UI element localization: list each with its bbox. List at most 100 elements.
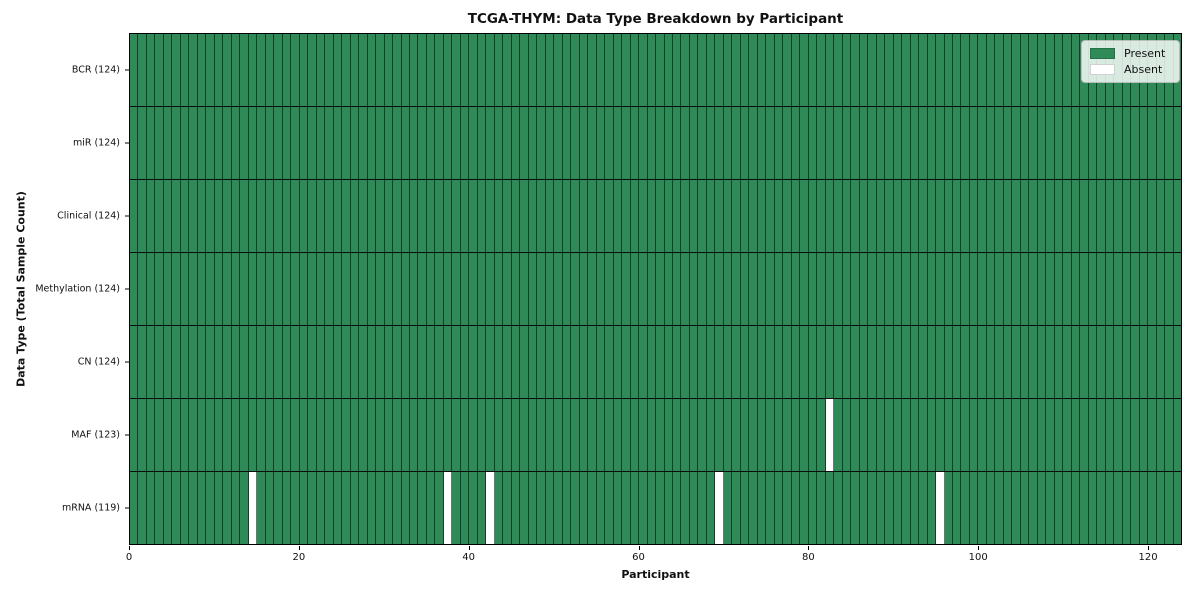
heatmap-cell-present <box>1020 34 1030 106</box>
legend-label-absent: Absent <box>1124 62 1163 76</box>
heatmap-cell-present <box>172 253 181 325</box>
heatmap-cell-present <box>350 253 360 325</box>
heatmap-cell-present <box>1063 472 1072 544</box>
absent-swatch-icon <box>1090 63 1115 75</box>
heatmap-cell-present <box>673 180 682 252</box>
heatmap-cell-present <box>1105 326 1115 398</box>
heatmap-cell-present <box>214 472 224 544</box>
heatmap-cell-present <box>257 326 266 398</box>
heatmap-cell-present <box>494 253 504 325</box>
heatmap-cell-present <box>257 472 266 544</box>
heatmap-cell-present <box>868 399 877 471</box>
heatmap-cell-present <box>545 399 555 471</box>
heatmap-cell-present <box>681 107 690 179</box>
heatmap-cell-present <box>969 472 979 544</box>
heatmap-cell-present <box>511 180 521 252</box>
heatmap-cell-present <box>706 34 716 106</box>
heatmap-cell-present <box>919 326 928 398</box>
heatmap-cell-present <box>554 107 563 179</box>
heatmap-cell-present <box>231 107 241 179</box>
heatmap-cell-present <box>749 253 758 325</box>
heatmap-cell-present <box>1165 472 1174 544</box>
heatmap-cell-present <box>698 253 707 325</box>
heatmap-cell-present <box>995 399 1004 471</box>
heatmap-cell-present <box>291 326 300 398</box>
heatmap-cell-present <box>1156 472 1166 544</box>
x-tick-label: 120 <box>1138 552 1158 563</box>
heatmap-cell-present <box>1156 253 1166 325</box>
heatmap-cell-present <box>902 180 911 252</box>
heatmap-cell-present <box>528 34 538 106</box>
heatmap-cell-present <box>316 253 326 325</box>
heatmap-cell-present <box>130 180 139 252</box>
heatmap-cell-present <box>316 326 326 398</box>
heatmap-cell-present <box>537 180 546 252</box>
heatmap-cell-present <box>308 34 317 106</box>
heatmap-cell-present <box>919 107 928 179</box>
heatmap-cell-present <box>384 34 394 106</box>
heatmap-cell-present <box>1003 34 1013 106</box>
heatmap-cell-present <box>876 472 886 544</box>
heatmap-cell-present <box>520 180 529 252</box>
heatmap-cell-present <box>393 326 402 398</box>
heatmap-cell-present <box>180 326 190 398</box>
y-tick-mark <box>125 69 129 71</box>
heatmap-cell-present <box>316 107 326 179</box>
heatmap-cell-present <box>630 107 640 179</box>
heatmap-cell-present <box>240 326 249 398</box>
heatmap-cell-present <box>952 107 962 179</box>
heatmap-cell-present <box>978 180 987 252</box>
heatmap-cell-present <box>146 253 156 325</box>
heatmap-cell-present <box>605 107 614 179</box>
heatmap-cell-present <box>673 326 682 398</box>
heatmap-cell-present <box>435 399 444 471</box>
heatmap-cell-present <box>1173 399 1182 471</box>
heatmap-cell-present <box>316 180 326 252</box>
heatmap-cell-present <box>494 326 504 398</box>
heatmap-cell-present <box>825 180 835 252</box>
heatmap-cell-present <box>876 107 886 179</box>
heatmap-cell-present <box>155 399 164 471</box>
heatmap-cell-present <box>723 34 733 106</box>
heatmap-cell-present <box>910 34 920 106</box>
heatmap-cell-present <box>1139 326 1149 398</box>
heatmap-cell-present <box>265 326 275 398</box>
heatmap-cell-present <box>248 399 258 471</box>
heatmap-cell-present <box>265 253 275 325</box>
heatmap-cell-present <box>1020 399 1030 471</box>
heatmap-cell-present <box>477 326 487 398</box>
heatmap-cell-present <box>359 399 368 471</box>
heatmap-cell-present <box>180 180 190 252</box>
heatmap-cell-present <box>316 399 326 471</box>
heatmap-cell-present <box>698 180 707 252</box>
heatmap-cell-present <box>766 253 775 325</box>
heatmap-cell-present <box>1148 472 1157 544</box>
heatmap-cell-present <box>783 472 792 544</box>
heatmap-cell-present <box>511 253 521 325</box>
heatmap-cell-present <box>800 107 809 179</box>
heatmap-cell-present <box>299 326 309 398</box>
heatmap-cell-present <box>376 107 385 179</box>
heatmap-cell-present <box>1037 253 1047 325</box>
heatmap-cell-present <box>698 107 707 179</box>
heatmap-cell-present <box>1054 472 1064 544</box>
heatmap-cell-present <box>740 326 750 398</box>
heatmap-row-mir <box>130 107 1182 180</box>
heatmap-cell-present <box>639 399 648 471</box>
heatmap-cell-present <box>766 399 775 471</box>
heatmap-cell-present <box>503 326 512 398</box>
heatmap-cell-present <box>274 326 283 398</box>
heatmap-cell-present <box>282 107 292 179</box>
heatmap-cell-present <box>469 180 478 252</box>
heatmap-cell-present <box>605 326 614 398</box>
heatmap-cell-present <box>146 180 156 252</box>
heatmap-cell-present <box>961 34 970 106</box>
heatmap-cell-present <box>723 253 733 325</box>
heatmap-cell-present <box>749 326 758 398</box>
heatmap-cell-present <box>426 399 436 471</box>
heatmap-cell-present <box>1020 472 1030 544</box>
heatmap-cell-present <box>240 34 249 106</box>
heatmap-cell-present <box>469 253 478 325</box>
heatmap-cell-present <box>1046 180 1055 252</box>
